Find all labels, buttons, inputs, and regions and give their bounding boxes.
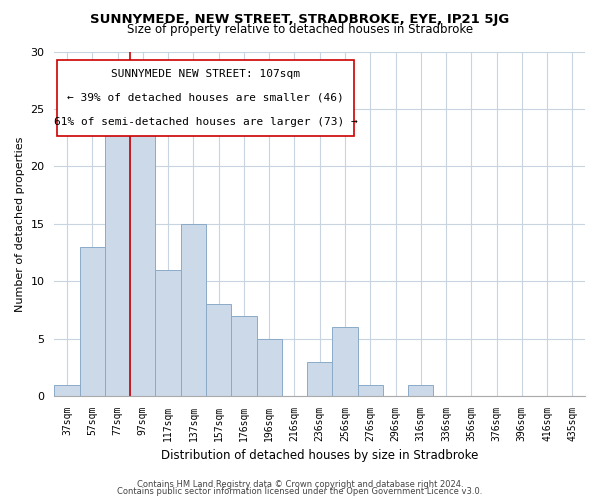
Bar [155, 270, 181, 396]
Y-axis label: Number of detached properties: Number of detached properties [15, 136, 25, 312]
Text: ← 39% of detached houses are smaller (46): ← 39% of detached houses are smaller (46… [67, 93, 344, 103]
Bar [80, 247, 105, 396]
Bar [181, 224, 206, 396]
Text: Contains HM Land Registry data © Crown copyright and database right 2024.: Contains HM Land Registry data © Crown c… [137, 480, 463, 489]
X-axis label: Distribution of detached houses by size in Stradbroke: Distribution of detached houses by size … [161, 450, 478, 462]
Bar [307, 362, 332, 396]
Bar [408, 384, 433, 396]
Bar [130, 109, 155, 396]
Text: SUNNYMEDE NEW STREET: 107sqm: SUNNYMEDE NEW STREET: 107sqm [111, 68, 300, 78]
Bar [231, 316, 257, 396]
Text: SUNNYMEDE, NEW STREET, STRADBROKE, EYE, IP21 5JG: SUNNYMEDE, NEW STREET, STRADBROKE, EYE, … [91, 12, 509, 26]
Text: Size of property relative to detached houses in Stradbroke: Size of property relative to detached ho… [127, 22, 473, 36]
Bar [105, 132, 130, 396]
Text: 61% of semi-detached houses are larger (73) →: 61% of semi-detached houses are larger (… [54, 117, 358, 127]
Bar [332, 328, 358, 396]
FancyBboxPatch shape [57, 60, 354, 136]
Bar [257, 338, 282, 396]
Bar [206, 304, 231, 396]
Bar [358, 384, 383, 396]
Bar [55, 384, 80, 396]
Text: Contains public sector information licensed under the Open Government Licence v3: Contains public sector information licen… [118, 487, 482, 496]
